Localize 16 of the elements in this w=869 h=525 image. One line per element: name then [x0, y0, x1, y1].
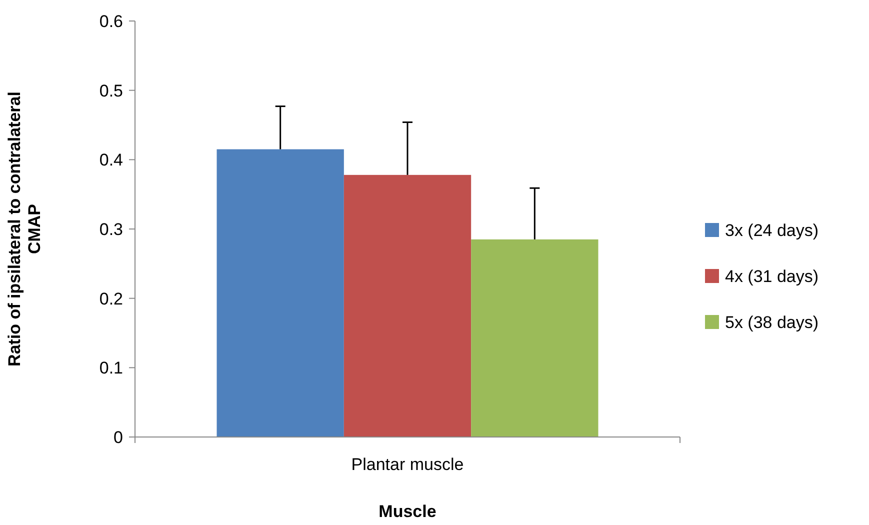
y-tick-label: 0	[114, 428, 123, 447]
x-tick-label: Plantar muscle	[351, 455, 464, 474]
y-tick-label: 0.4	[99, 150, 123, 170]
y-tick-label: 0.5	[99, 81, 123, 100]
y-axis-title: Ratio of ipsilateral to contralateral CMAP	[4, 92, 44, 366]
y-tick-label: 0.1	[99, 358, 123, 378]
legend-label: 5x (38 days)	[725, 312, 819, 332]
y-tick-label: 0.3	[99, 220, 123, 239]
bar	[216, 149, 344, 437]
bar	[344, 174, 472, 437]
y-tick-label: 0.6	[99, 12, 123, 31]
legend-label: 4x (31 days)	[725, 266, 819, 286]
legend-label: 3x (24 days)	[725, 220, 819, 240]
bar	[471, 239, 598, 437]
x-axis-title: Muscle	[378, 502, 436, 521]
y-tick-label: 0.2	[99, 289, 123, 308]
